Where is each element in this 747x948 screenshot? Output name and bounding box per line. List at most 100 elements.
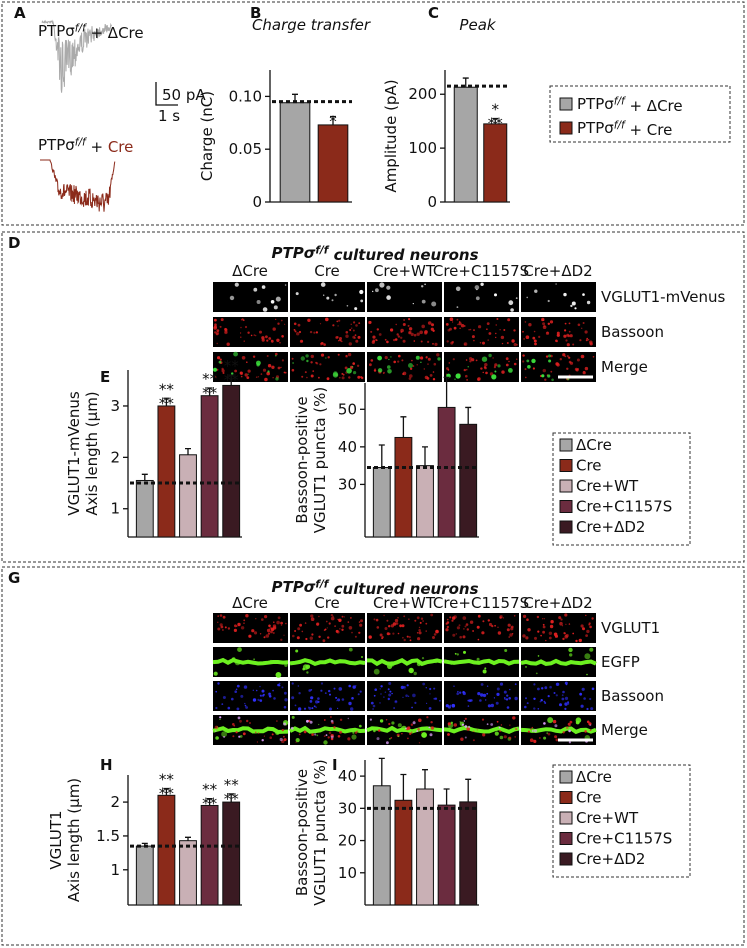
puncta: [213, 367, 217, 372]
puncta: [495, 324, 497, 326]
error-bar: [330, 115, 336, 125]
puncta: [409, 639, 412, 642]
label-part: f/f: [315, 578, 329, 590]
puncta: [428, 707, 432, 710]
puncta: [533, 330, 536, 333]
puncta: [373, 618, 376, 621]
label-part: PTPσ: [38, 136, 75, 154]
puncta: [295, 292, 299, 296]
puncta: [417, 728, 420, 731]
puncta: [369, 718, 372, 721]
puncta: [369, 363, 372, 367]
puncta: [487, 339, 490, 341]
puncta: [391, 692, 393, 695]
puncta: [261, 618, 264, 621]
puncta: [445, 323, 449, 326]
puncta: [380, 693, 382, 695]
puncta: [391, 721, 395, 725]
puncta: [378, 333, 382, 336]
puncta: [584, 330, 588, 334]
y-axis-label: VGLUT1-mVenus: [65, 391, 83, 516]
puncta: [455, 286, 461, 292]
puncta: [280, 621, 283, 625]
puncta: [372, 335, 376, 339]
puncta: [379, 282, 385, 288]
puncta: [280, 319, 283, 322]
y-axis-label: Bassoon-positive: [293, 396, 311, 523]
puncta: [571, 301, 576, 306]
puncta: [420, 361, 422, 363]
significance: **: [202, 781, 218, 799]
puncta: [432, 378, 436, 381]
puncta: [543, 722, 546, 725]
puncta: [379, 633, 383, 637]
puncta: [464, 343, 466, 346]
puncta: [564, 322, 567, 325]
puncta: [359, 623, 363, 627]
puncta: [244, 702, 246, 705]
puncta: [476, 625, 480, 629]
puncta: [231, 372, 234, 375]
puncta: [500, 724, 503, 726]
legend-label: Cre+ΔD2: [576, 850, 645, 868]
puncta: [234, 659, 241, 666]
puncta: [449, 704, 452, 706]
puncta: [544, 702, 547, 704]
puncta: [522, 360, 525, 363]
puncta: [375, 288, 379, 293]
puncta: [513, 329, 516, 332]
puncta: [252, 355, 256, 358]
puncta: [310, 617, 315, 621]
puncta: [414, 619, 417, 622]
puncta: [420, 340, 423, 343]
puncta: [310, 374, 314, 378]
significance: **: [224, 776, 240, 794]
puncta: [219, 718, 221, 720]
puncta: [214, 331, 217, 334]
error-bar: [185, 447, 191, 455]
puncta: [324, 692, 327, 694]
puncta: [586, 673, 588, 676]
puncta: [549, 685, 552, 689]
error-bar: [206, 387, 213, 396]
puncta: [533, 707, 536, 710]
label-part: cultured neurons: [328, 246, 478, 264]
puncta: [536, 615, 540, 619]
puncta: [548, 359, 552, 363]
puncta: [439, 700, 441, 702]
puncta: [515, 297, 518, 299]
puncta: [237, 716, 241, 720]
puncta: [259, 330, 262, 334]
chart-title: Peak: [459, 16, 496, 34]
puncta: [576, 730, 578, 732]
puncta: [315, 661, 319, 665]
puncta: [370, 701, 374, 705]
puncta: [499, 682, 504, 686]
puncta: [574, 307, 577, 310]
puncta: [381, 636, 384, 639]
puncta: [284, 323, 286, 325]
puncta: [561, 625, 564, 627]
puncta: [433, 697, 436, 700]
puncta: [410, 332, 414, 336]
puncta: [370, 359, 374, 362]
puncta: [499, 329, 501, 331]
puncta: [429, 733, 433, 737]
puncta: [310, 361, 313, 364]
puncta: [568, 322, 571, 325]
puncta: [393, 707, 395, 709]
puncta: [540, 634, 542, 637]
puncta: [465, 623, 469, 626]
puncta: [252, 689, 254, 691]
puncta: [277, 366, 281, 370]
puncta: [562, 353, 566, 357]
puncta: [506, 342, 509, 344]
puncta: [387, 697, 390, 701]
puncta: [275, 672, 282, 678]
puncta: [332, 372, 339, 378]
column-label: Cre+C1157S: [433, 594, 529, 612]
puncta: [330, 614, 334, 617]
scale-label: 50 pA: [162, 86, 206, 104]
puncta: [525, 636, 529, 640]
puncta: [354, 334, 357, 337]
